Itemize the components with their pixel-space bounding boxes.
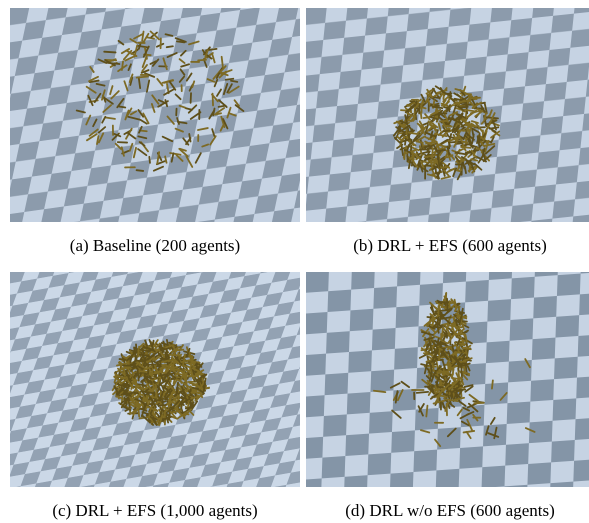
agent xyxy=(129,401,130,407)
agent xyxy=(445,293,446,300)
agent xyxy=(137,170,144,171)
panel-image xyxy=(10,8,300,222)
agent xyxy=(470,98,480,99)
agent xyxy=(463,348,470,349)
floor xyxy=(306,8,589,222)
agent xyxy=(437,150,446,151)
agent xyxy=(443,93,444,99)
agent xyxy=(231,81,237,82)
agent xyxy=(140,371,147,372)
agent xyxy=(104,52,115,53)
agent xyxy=(177,41,184,42)
agent xyxy=(456,143,462,144)
agent xyxy=(198,60,206,61)
agent xyxy=(442,328,443,337)
panel-image xyxy=(10,272,300,487)
agent xyxy=(461,366,462,378)
agent xyxy=(160,405,166,406)
agent xyxy=(219,106,226,107)
agent xyxy=(139,79,140,88)
figure: (a) Baseline (200 agents) (b) DRL + EFS … xyxy=(0,0,589,523)
agent xyxy=(440,121,447,122)
panel-image xyxy=(306,8,589,222)
agent xyxy=(137,369,138,380)
agent xyxy=(443,131,449,132)
agent xyxy=(441,167,449,168)
agent xyxy=(119,106,125,107)
panel-image xyxy=(306,272,589,487)
agent xyxy=(424,117,430,118)
agent xyxy=(424,146,432,147)
floor xyxy=(10,8,300,222)
agent xyxy=(437,372,448,373)
agent xyxy=(226,79,234,80)
agent xyxy=(439,349,440,360)
agent xyxy=(417,392,428,393)
agent xyxy=(149,157,150,163)
agent xyxy=(432,148,433,158)
agent xyxy=(128,363,129,370)
agent xyxy=(122,61,123,70)
agent xyxy=(136,344,137,352)
agent xyxy=(184,366,191,367)
agent xyxy=(167,46,173,47)
agent xyxy=(443,125,452,126)
agent xyxy=(426,406,427,417)
agent xyxy=(137,77,148,78)
agent xyxy=(189,134,190,142)
agent xyxy=(453,366,454,375)
agent xyxy=(448,363,449,370)
caption: (b) DRL + EFS (600 agents) xyxy=(353,236,547,255)
caption: (d) DRL w/o EFS (600 agents) xyxy=(345,501,555,520)
agent xyxy=(405,139,406,145)
agent xyxy=(156,385,157,397)
agent xyxy=(461,147,470,148)
caption: (c) DRL + EFS (1,000 agents) xyxy=(52,501,257,520)
agent xyxy=(452,378,459,379)
agent xyxy=(124,370,125,376)
agent xyxy=(466,103,467,114)
caption: (a) Baseline (200 agents) xyxy=(70,236,240,255)
agent xyxy=(169,397,170,407)
agent xyxy=(492,380,493,388)
agent xyxy=(186,373,187,380)
agent xyxy=(108,63,120,64)
agent xyxy=(490,127,499,128)
agent xyxy=(176,387,177,395)
